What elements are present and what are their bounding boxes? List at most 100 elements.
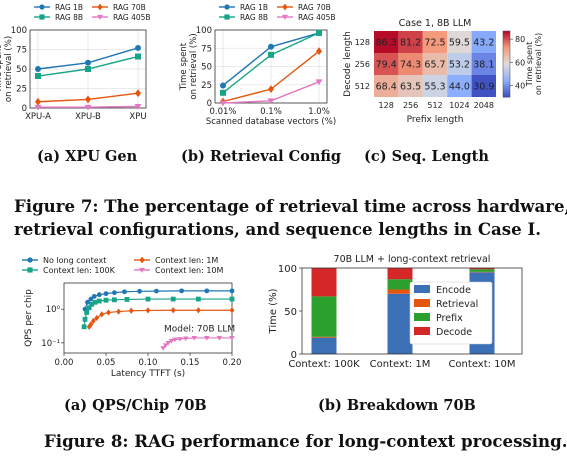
legend-qps-label-0: No long context (43, 256, 106, 265)
legend-label-encode: Encode (436, 285, 471, 296)
legend-qps-label-2: Context len: 100K (43, 266, 116, 275)
data-point (81, 324, 87, 330)
data-point (229, 288, 235, 294)
data-point (35, 66, 41, 72)
legend-label-0: RAG 1B (55, 3, 83, 12)
x-tick-label: 0.00 (55, 358, 74, 368)
x-axis-label: Prefix length (407, 115, 464, 125)
y-axis-label: Time (%) (268, 288, 279, 334)
colorbar-segment (503, 42, 510, 45)
colorbar-segment (503, 68, 510, 72)
colorbar-segment (503, 79, 510, 83)
heatmap-cell (374, 53, 399, 75)
legend-marker-1 (282, 3, 288, 11)
figure-8-caption: Figure 8: RAG performance for long-conte… (44, 431, 567, 451)
heatmap-cell (422, 31, 448, 53)
y-tick-label: 25 (16, 85, 27, 95)
colorbar-segment (503, 55, 510, 58)
data-point (124, 297, 130, 302)
y-tick-label: 100 (11, 26, 27, 36)
colorbar-segment (503, 72, 510, 76)
annotation: Model: 70B LLM (164, 324, 235, 334)
data-point (35, 73, 41, 80)
colorbar-segment (503, 61, 510, 65)
heatmap-value: 63.5 (400, 82, 421, 93)
data-point (106, 309, 111, 316)
heatmap-value: 59.5 (449, 38, 470, 49)
heatmap-value: 38.1 (473, 60, 494, 71)
x-tick-label: 1.0% (308, 107, 330, 117)
data-point (134, 104, 142, 110)
x-tick-label: Context: 10M (448, 359, 515, 370)
data-point (229, 336, 235, 341)
y-axis-label: QPS per chip (24, 289, 34, 347)
plot-frame (63, 282, 233, 354)
colorbar-segment (503, 59, 510, 63)
colorbar-segment (503, 33, 510, 36)
legend-qps-label-1: Context len: 1M (155, 256, 218, 265)
chart-breakdown: 70B LLM + long-context retrieval 0 50 100 Co… (268, 254, 523, 370)
y-tick-label: 0 (207, 99, 212, 109)
data-point (204, 288, 210, 294)
heatmap-cell (398, 53, 423, 75)
legend-label-3: RAG 405B (298, 13, 336, 22)
data-point (168, 338, 175, 344)
data-point (229, 307, 235, 314)
legend-marker-0 (224, 4, 230, 10)
colorbar-segment (503, 39, 510, 43)
data-point (183, 336, 189, 342)
data-point (85, 95, 91, 104)
y-axis-label-line: Time spent (179, 42, 189, 91)
heatmap-cell (374, 31, 399, 53)
x-tick-label: XPU (129, 112, 146, 122)
colorbar-segment (503, 35, 510, 39)
colorbar-segment (503, 48, 510, 52)
subcaption-8a: (a) QPS/Chip 70B (64, 397, 207, 414)
legend-swatch-retrieval (414, 299, 430, 307)
data-point (135, 53, 141, 60)
heatmap-cell (422, 75, 448, 97)
x-tick-label: 0.10 (139, 358, 158, 368)
bar-segment-retrieval (311, 336, 337, 338)
bar-segment-retrieval (387, 289, 413, 294)
legend-qps-label-3: Context len: 10M (155, 266, 224, 275)
heatmap-cell (374, 75, 399, 97)
data-point (268, 85, 274, 94)
chart-xpu-gen: 0 25 50 75 100 XPU-A XPU-B XPU Time spenton retr… (0, 3, 151, 122)
heatmap-cell (471, 75, 496, 97)
data-point (89, 301, 95, 307)
legend-label-retrieval: Retrieval (436, 299, 478, 310)
data-point (96, 292, 102, 298)
x-tick-label: 256 (403, 101, 418, 110)
data-point (91, 317, 96, 324)
colorbar-segment (503, 77, 510, 80)
y-axis-label: Time spenton retrieval (%) (0, 36, 14, 102)
colorbar-segment (503, 75, 510, 78)
colorbar-segment (503, 81, 510, 85)
colorbar-segment (503, 88, 510, 91)
y-axis-label-line: Time spent (0, 45, 4, 94)
bar-segment-encode (311, 337, 337, 354)
x-axis-label: Latency TTFT (s) (111, 369, 185, 379)
y-tick-label: 0 (22, 104, 27, 114)
heatmap-value: 86.3 (376, 38, 397, 49)
colorbar-segment (503, 50, 510, 54)
colorbar-label-line: Time spent (525, 42, 534, 88)
data-point (196, 307, 201, 314)
y-axis-label: Time spenton retrieval (%) (179, 33, 199, 99)
data-point (116, 308, 121, 315)
y-tick-label: 75 (201, 44, 212, 54)
data-point (35, 97, 41, 106)
heatmap-title: Case 1, 8B LLM (399, 18, 472, 29)
data-point (135, 44, 141, 51)
heatmap-value: 68.4 (376, 82, 397, 93)
heatmap-value: 74.3 (400, 60, 421, 71)
data-point (103, 291, 109, 297)
x-tick-label: Context: 1M (370, 359, 431, 370)
data-point (315, 79, 323, 86)
legend-label-2: RAG 8B (240, 13, 268, 22)
bar-segment-decode (311, 268, 337, 297)
y-tick-label: 10⁻¹ (41, 339, 60, 349)
